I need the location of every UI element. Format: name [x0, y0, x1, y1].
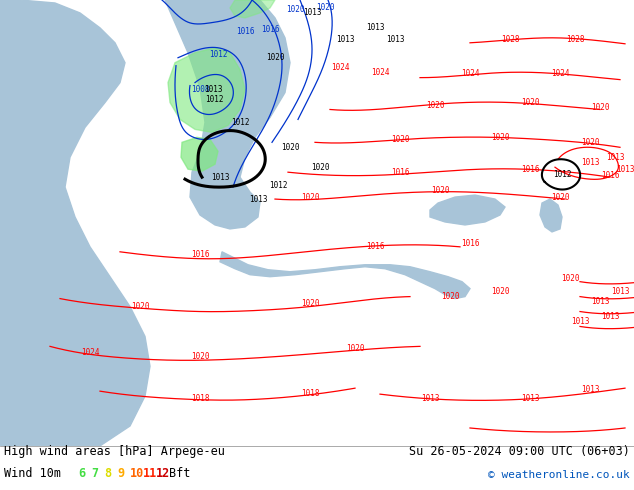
Text: 1013: 1013 [421, 393, 439, 403]
Text: 1028: 1028 [501, 35, 519, 44]
Text: 1016: 1016 [191, 250, 209, 259]
Text: 1020: 1020 [581, 138, 599, 147]
Text: Wind 10m: Wind 10m [4, 467, 61, 480]
Text: 1020: 1020 [491, 287, 509, 296]
Text: 1016: 1016 [261, 25, 279, 34]
Text: 1016: 1016 [236, 27, 254, 36]
Text: 1024: 1024 [371, 68, 389, 77]
Text: 1016: 1016 [601, 171, 619, 180]
Text: 1020: 1020 [131, 302, 149, 311]
Text: 1020: 1020 [346, 344, 365, 353]
Text: 12: 12 [156, 467, 171, 480]
Text: 11: 11 [143, 467, 157, 480]
Polygon shape [540, 199, 562, 232]
Text: 1013: 1013 [249, 195, 268, 203]
Text: 1024: 1024 [461, 69, 479, 78]
Text: 1013: 1013 [521, 393, 540, 403]
Polygon shape [230, 0, 275, 18]
Polygon shape [220, 252, 470, 298]
Text: 1020: 1020 [521, 98, 540, 107]
Text: 1008: 1008 [191, 85, 209, 94]
Text: 1020: 1020 [551, 193, 569, 201]
Text: 9: 9 [117, 467, 124, 480]
Text: 1024: 1024 [551, 69, 569, 78]
Text: 1013: 1013 [204, 85, 223, 94]
Text: 1013: 1013 [571, 317, 589, 326]
Text: 1020: 1020 [391, 135, 410, 144]
Text: Su 26-05-2024 09:00 UTC (06+03): Su 26-05-2024 09:00 UTC (06+03) [409, 445, 630, 458]
Text: 1012: 1012 [553, 170, 571, 179]
Text: 1013: 1013 [616, 165, 634, 173]
Text: 6: 6 [78, 467, 85, 480]
Text: 1012: 1012 [269, 181, 287, 190]
Text: 1013: 1013 [210, 172, 230, 182]
Text: 8: 8 [104, 467, 111, 480]
Text: 1013: 1013 [601, 312, 619, 321]
Polygon shape [0, 0, 150, 446]
Polygon shape [168, 48, 245, 132]
Text: 1020: 1020 [191, 352, 209, 361]
Text: 1013: 1013 [303, 8, 321, 18]
Text: 1024: 1024 [81, 348, 100, 357]
Text: 1018: 1018 [191, 393, 209, 403]
Text: 1020: 1020 [311, 163, 329, 172]
Text: 1013: 1013 [611, 287, 630, 296]
Text: 1020: 1020 [591, 103, 609, 112]
Text: 1020: 1020 [301, 299, 320, 308]
Text: 1024: 1024 [331, 63, 349, 72]
Text: 1018: 1018 [301, 389, 320, 398]
Text: 1020: 1020 [441, 292, 459, 301]
Text: 7: 7 [91, 467, 98, 480]
Text: 1016: 1016 [461, 239, 479, 248]
Text: Bft: Bft [169, 467, 190, 480]
Text: © weatheronline.co.uk: © weatheronline.co.uk [488, 470, 630, 480]
Text: 1016: 1016 [521, 165, 540, 173]
Text: 1020: 1020 [266, 53, 284, 62]
Text: 1013: 1013 [605, 153, 624, 162]
Polygon shape [165, 0, 290, 229]
Text: 1013: 1013 [581, 158, 599, 167]
Text: 1013: 1013 [366, 24, 384, 32]
Text: 1013: 1013 [591, 297, 609, 306]
Text: High wind areas [hPa] Arpege-eu: High wind areas [hPa] Arpege-eu [4, 445, 225, 458]
Text: 1020: 1020 [286, 5, 304, 14]
Text: 1012: 1012 [205, 95, 223, 104]
Text: 1016: 1016 [391, 168, 410, 177]
Text: 1013: 1013 [385, 35, 404, 44]
Text: 1013: 1013 [581, 385, 599, 393]
Text: 1016: 1016 [366, 243, 384, 251]
Text: 1020: 1020 [316, 3, 334, 12]
Text: 1013: 1013 [336, 35, 354, 44]
Text: 1020: 1020 [491, 133, 509, 142]
Polygon shape [430, 195, 505, 225]
Text: 1012: 1012 [231, 118, 249, 127]
Text: 1020: 1020 [281, 143, 299, 152]
Text: 1012: 1012 [209, 50, 227, 59]
Text: 1020: 1020 [430, 186, 450, 195]
Text: 1020: 1020 [560, 274, 579, 283]
Polygon shape [181, 137, 218, 171]
Text: 1020: 1020 [301, 193, 320, 201]
Text: 10: 10 [130, 467, 145, 480]
Text: 1028: 1028 [566, 35, 585, 44]
Text: 1020: 1020 [426, 101, 444, 110]
